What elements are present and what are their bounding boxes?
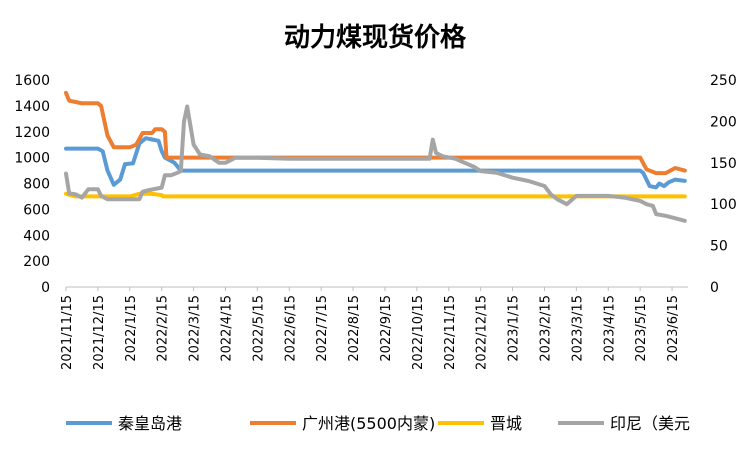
y-left-tick-3: 600: [23, 202, 50, 218]
x-tick-label-12: 2022/11/15: [443, 295, 458, 370]
x-tick-label-16: 2023/3/15: [570, 295, 585, 362]
legend-label-3: 印尼（美元: [610, 414, 690, 433]
x-tick-label-10: 2022/9/15: [379, 295, 394, 362]
x-tick-label-15: 2023/2/15: [538, 295, 553, 362]
x-tick-label-18: 2023/5/15: [634, 295, 649, 362]
y-left-tick-8: 1600: [14, 73, 50, 89]
series-line-0: [64, 136, 687, 190]
x-tick-label-13: 2022/12/15: [475, 295, 490, 370]
y-right-tick-1: 50: [710, 239, 728, 255]
x-tick-label-5: 2022/4/15: [219, 295, 234, 362]
y-right-tick-5: 250: [710, 73, 737, 89]
series-line-1: [64, 90, 687, 176]
y-left-tick-7: 1400: [14, 99, 50, 115]
legend-label-1: 广州港(5500内蒙): [302, 414, 435, 433]
series-line-3: [64, 104, 687, 223]
y-left-ticks: 0 200 400 600 800 1000 1200 1400 1600: [14, 73, 50, 296]
y-left-tick-6: 1200: [14, 125, 50, 141]
x-tick-label-3: 2022/2/15: [156, 295, 171, 362]
x-tick-label-1: 2021/12/15: [92, 295, 107, 370]
y-left-tick-0: 0: [41, 280, 50, 296]
legend-label-0: 秦皇岛港: [118, 414, 182, 433]
x-tick-label-8: 2022/7/15: [315, 295, 330, 362]
y-left-tick-4: 800: [23, 177, 50, 193]
x-tick-label-9: 2022/8/15: [347, 295, 362, 362]
series-lines: [64, 90, 687, 223]
legend: 秦皇岛港 广州港(5500内蒙) 晋城 印尼（美元: [66, 414, 690, 433]
x-tick-label-0: 2021/11/15: [60, 295, 75, 370]
y-left-tick-2: 400: [23, 228, 50, 244]
x-tick-label-7: 2022/6/15: [283, 295, 298, 362]
x-tick-label-19: 2023/6/15: [666, 295, 681, 362]
y-left-tick-1: 200: [23, 254, 50, 270]
y-left-tick-5: 1000: [14, 151, 50, 167]
y-right-tick-3: 150: [710, 156, 737, 172]
legend-label-2: 晋城: [490, 414, 522, 433]
x-tick-label-11: 2022/10/15: [411, 295, 426, 370]
x-tick-label-17: 2023/4/15: [602, 295, 617, 362]
y-right-tick-2: 100: [710, 197, 737, 213]
x-tick-label-6: 2022/5/15: [251, 295, 266, 362]
y-right-tick-4: 200: [710, 114, 737, 130]
y-right-tick-0: 0: [710, 280, 719, 296]
x-tick-label-14: 2023/1/15: [507, 295, 522, 362]
chart-title: 动力煤现货价格: [284, 22, 467, 53]
x-tick-label-4: 2022/3/15: [188, 295, 203, 362]
x-tick-label-2: 2022/1/15: [124, 295, 139, 362]
x-ticks: 2021/11/15 2021/12/15 2022/1/15 2022/2/15 20…: [60, 287, 681, 370]
y-right-ticks: 0 50 100 150 200 250: [710, 73, 737, 296]
